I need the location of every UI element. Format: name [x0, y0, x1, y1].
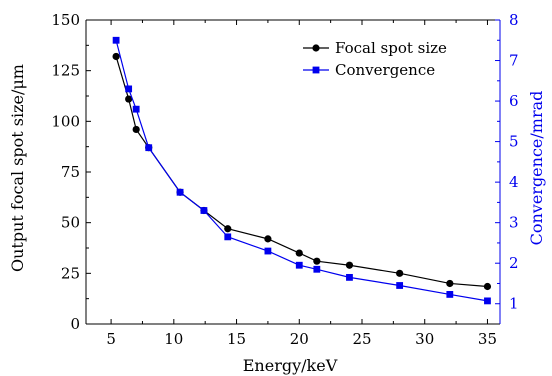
y2-axis-label: Convergence/mrad — [527, 91, 546, 246]
y2-tick-label: 5 — [509, 133, 519, 151]
y2-tick-label: 4 — [509, 173, 519, 191]
y-tick-label: 50 — [61, 214, 80, 232]
data-point-series-2 — [133, 106, 140, 113]
x-tick-label: 35 — [478, 330, 497, 348]
data-point-series-1 — [264, 235, 271, 242]
x-tick-label: 15 — [227, 330, 246, 348]
data-point-series-2 — [446, 291, 453, 298]
y-tick-label: 125 — [51, 62, 80, 80]
legend-label-1: Focal spot size — [335, 39, 447, 57]
y2-tick-label: 6 — [509, 92, 519, 110]
data-point-series-2 — [313, 266, 320, 273]
y-tick-label: 25 — [61, 264, 80, 282]
data-point-series-2 — [484, 297, 491, 304]
y-tick-label: 75 — [61, 163, 80, 181]
x-tick-label: 10 — [164, 330, 183, 348]
x-axis-label: Energy/keV — [243, 356, 338, 375]
y2-tick-label: 7 — [509, 52, 519, 70]
y2-tick-label: 3 — [509, 214, 519, 232]
data-point-series-2 — [125, 86, 132, 93]
data-point-series-2 — [145, 144, 152, 151]
y2-tick-label: 2 — [509, 254, 519, 272]
data-point-series-1 — [224, 225, 231, 232]
legend-label-2: Convergence — [335, 61, 435, 79]
data-point-series-2 — [396, 282, 403, 289]
y-tick-label: 100 — [51, 112, 80, 130]
legend-marker-1 — [312, 44, 319, 51]
data-point-series-1 — [484, 283, 491, 290]
data-point-series-2 — [177, 189, 184, 196]
y-tick-label: 0 — [70, 315, 80, 333]
data-point-series-2 — [346, 274, 353, 281]
y-axis-label: Output focal spot size/μm — [8, 64, 27, 272]
x-tick-label: 25 — [352, 330, 371, 348]
data-point-series-2 — [113, 37, 120, 44]
y-tick-label: 150 — [51, 11, 80, 29]
data-point-series-1 — [113, 53, 120, 60]
data-point-series-1 — [396, 270, 403, 277]
data-point-series-2 — [296, 262, 303, 269]
y2-tick-label: 1 — [509, 295, 519, 313]
data-point-series-1 — [133, 126, 140, 133]
data-point-series-1 — [313, 258, 320, 265]
legend-marker-2 — [313, 67, 320, 74]
x-tick-label: 20 — [290, 330, 309, 348]
data-point-series-2 — [224, 233, 231, 240]
series-line-2 — [116, 40, 487, 301]
data-point-series-1 — [296, 249, 303, 256]
data-point-series-2 — [265, 248, 272, 255]
legend: Focal spot size Convergence — [303, 39, 447, 79]
x-tick-label: 30 — [415, 330, 434, 348]
data-point-series-1 — [346, 262, 353, 269]
data-point-series-1 — [446, 280, 453, 287]
x-tick-label: 5 — [106, 330, 116, 348]
data-point-series-2 — [201, 207, 208, 214]
y2-tick-label: 8 — [509, 11, 519, 29]
